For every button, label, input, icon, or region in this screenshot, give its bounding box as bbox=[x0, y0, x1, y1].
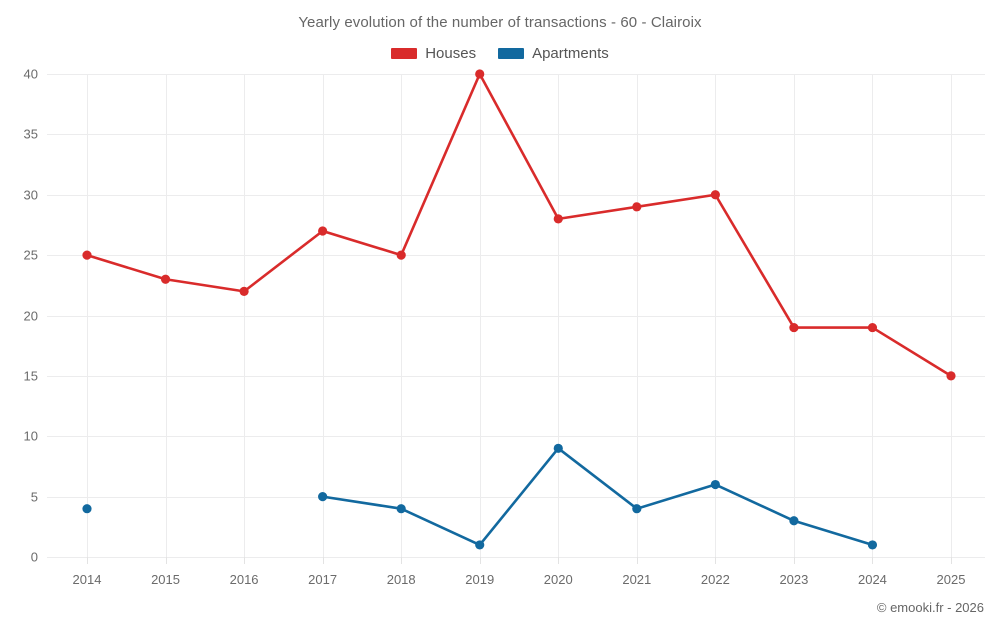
chart-title: Yearly evolution of the number of transa… bbox=[298, 14, 702, 31]
gridline-vertical bbox=[951, 74, 952, 557]
gridline-vertical bbox=[715, 74, 717, 557]
x-axis-tickmark bbox=[715, 557, 717, 564]
gridline-vertical bbox=[558, 74, 560, 557]
x-axis-tickmark bbox=[558, 557, 560, 564]
x-axis-tickmark bbox=[793, 557, 795, 564]
legend-swatch-apartments bbox=[498, 48, 525, 59]
gridline-vertical bbox=[636, 74, 638, 557]
x-axis-tickmark bbox=[322, 557, 324, 564]
x-axis-tick-label: 2017 bbox=[308, 572, 338, 587]
y-axis-tick-label: 10 bbox=[23, 428, 38, 444]
gridline-vertical bbox=[793, 74, 795, 557]
data-point-houses-2015[interactable] bbox=[160, 274, 171, 284]
series-line-houses bbox=[85, 72, 953, 378]
gridline-horizontal bbox=[47, 557, 985, 558]
x-axis-tickmark bbox=[165, 557, 167, 564]
gridline-horizontal bbox=[47, 74, 985, 75]
data-point-apartments-2017[interactable] bbox=[318, 492, 328, 502]
data-point-apartments-2020[interactable] bbox=[553, 443, 563, 453]
data-point-houses-2024[interactable] bbox=[867, 322, 878, 333]
x-axis-tick-label: 2021 bbox=[622, 572, 652, 587]
x-axis-tick-label: 2023 bbox=[779, 572, 809, 587]
y-axis-tick-label: 15 bbox=[23, 368, 38, 384]
legend-label-apartments: Apartments bbox=[532, 45, 609, 62]
plot-area bbox=[47, 69, 985, 558]
gridline-horizontal bbox=[47, 375, 985, 377]
x-axis-tickmark bbox=[636, 557, 638, 564]
gridline-vertical bbox=[479, 74, 481, 557]
x-axis-tickmark bbox=[951, 557, 952, 564]
data-point-apartments-2023[interactable] bbox=[789, 516, 799, 526]
data-point-apartments-2018[interactable] bbox=[396, 504, 406, 514]
y-axis-tick-label: 20 bbox=[23, 308, 38, 323]
gridline-vertical bbox=[87, 74, 88, 557]
legend-label-houses: Houses bbox=[425, 45, 477, 62]
series-lines bbox=[82, 69, 956, 550]
x-axis-tickmark bbox=[244, 557, 246, 564]
x-axis-tick-label: 2014 bbox=[72, 572, 102, 587]
y-axis-tick-label: 30 bbox=[23, 187, 38, 203]
gridline-vertical bbox=[165, 74, 167, 557]
legend-item-apartments[interactable]: Apartments bbox=[498, 45, 609, 62]
y-axis-tick-label: 40 bbox=[23, 66, 38, 82]
data-point-houses-2017[interactable] bbox=[318, 226, 328, 236]
x-axis-tick-label: 2025 bbox=[936, 572, 966, 587]
y-axis-tick-label: 35 bbox=[23, 126, 38, 142]
gridline-vertical bbox=[244, 74, 246, 557]
x-axis-tickmark bbox=[479, 557, 481, 564]
data-point-houses-2018[interactable] bbox=[396, 250, 406, 260]
data-point-apartments-2024[interactable] bbox=[867, 540, 878, 550]
x-axis-tickmark bbox=[87, 557, 88, 564]
series-line-apartments bbox=[321, 447, 874, 547]
x-axis-tick-label: 2022 bbox=[700, 572, 730, 587]
gridline-horizontal bbox=[47, 436, 985, 438]
x-axis-tickmark bbox=[872, 557, 874, 564]
gridline-horizontal bbox=[47, 496, 985, 498]
y-axis-tick-label: 5 bbox=[30, 489, 38, 505]
x-axis-tickmark bbox=[401, 557, 403, 564]
gridline-vertical bbox=[872, 74, 874, 557]
gridline-horizontal bbox=[47, 194, 985, 196]
legend-item-houses[interactable]: Houses bbox=[391, 45, 476, 62]
data-point-apartments-2019[interactable] bbox=[475, 540, 485, 550]
data-point-houses-2023[interactable] bbox=[789, 322, 799, 333]
gridline-vertical bbox=[322, 74, 324, 557]
x-axis-tick-label: 2018 bbox=[386, 572, 416, 587]
x-axis-tick-label: 2019 bbox=[465, 572, 495, 587]
data-point-houses-2020[interactable] bbox=[553, 214, 563, 224]
gridline-horizontal bbox=[47, 134, 985, 136]
data-point-houses-2014[interactable] bbox=[82, 250, 92, 260]
x-axis-tick-label: 2024 bbox=[857, 572, 887, 587]
data-point-houses-2022[interactable] bbox=[710, 190, 720, 200]
gridline-vertical bbox=[401, 74, 403, 557]
chart-legend: Houses Apartments bbox=[0, 45, 1000, 62]
y-axis-tick-label: 0 bbox=[30, 549, 38, 565]
data-point-apartments-2014[interactable] bbox=[82, 504, 92, 514]
footer-credit: © emooki.fr - 2026 bbox=[876, 600, 984, 615]
data-point-houses-2025[interactable] bbox=[946, 371, 956, 381]
x-axis-tick-label: 2015 bbox=[151, 572, 180, 587]
gridline-horizontal bbox=[47, 315, 985, 317]
data-point-apartments-2021[interactable] bbox=[632, 504, 642, 514]
y-axis-tick-label: 25 bbox=[23, 247, 38, 263]
data-point-houses-2016[interactable] bbox=[239, 286, 249, 296]
gridline-horizontal bbox=[47, 255, 985, 257]
data-point-apartments-2022[interactable] bbox=[710, 479, 720, 490]
data-point-houses-2019[interactable] bbox=[475, 69, 485, 79]
x-axis-tick-label: 2016 bbox=[229, 572, 259, 587]
legend-swatch-houses bbox=[391, 48, 418, 59]
x-axis-tick-label: 2020 bbox=[543, 572, 573, 587]
data-point-houses-2021[interactable] bbox=[632, 202, 642, 212]
